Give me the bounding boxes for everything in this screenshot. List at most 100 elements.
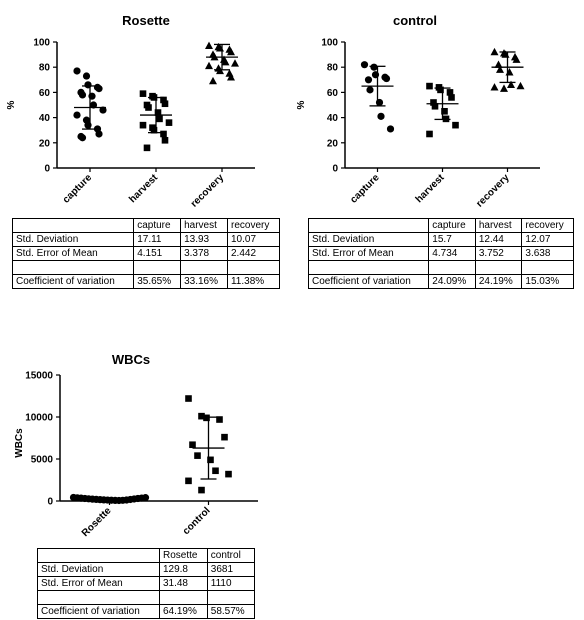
table-row xyxy=(11,260,281,275)
data-point xyxy=(360,61,369,69)
chart-title: control xyxy=(393,13,437,28)
y-tick-label: 15000 xyxy=(25,371,53,382)
rosette-chart: Rosette% 0 20 40 60 80 100 capture harvest recove… xyxy=(6,13,255,210)
table-row: Coefficient of variation 24.09% 24.19% 15.0… xyxy=(307,274,574,289)
data-point xyxy=(231,59,239,67)
row-label-cell: Coefficient of variation xyxy=(11,274,135,289)
data-point xyxy=(207,456,214,464)
data-point xyxy=(154,109,162,116)
data-point xyxy=(494,60,503,68)
row-label-cell xyxy=(11,218,135,233)
y-tick-label: 0 xyxy=(44,164,50,175)
data-point xyxy=(370,63,378,71)
data-point xyxy=(221,433,228,441)
table-header-row: capture harvest recovery xyxy=(11,218,281,233)
y-axis-label: % xyxy=(296,100,307,109)
x-tick-label: harvest xyxy=(414,172,447,205)
table-cell: 4.151 xyxy=(133,246,182,261)
chart-title: Rosette xyxy=(122,13,170,28)
table-row: Coefficient of variation 64.19% 58.57% xyxy=(37,604,256,619)
y-tick-label: 40 xyxy=(39,113,51,124)
data-point xyxy=(364,76,373,84)
table-cell: recovery xyxy=(521,218,574,233)
table-cell xyxy=(133,260,182,275)
table-cell: 24.09% xyxy=(428,274,476,289)
row-label-cell: Std. Deviation xyxy=(11,232,135,247)
data-point xyxy=(160,130,167,138)
y-tick-label: 10000 xyxy=(25,413,53,424)
row-label-cell: Std. Error of Mean xyxy=(37,576,160,591)
data-point xyxy=(189,441,196,449)
table-cell: 1110 xyxy=(206,576,256,591)
row-label-cell: Std. Error of Mean xyxy=(307,246,430,261)
row-label-cell xyxy=(37,590,160,605)
control-stats-table: capture harvest recovery Std. Deviation 15.7… xyxy=(307,218,574,289)
data-point xyxy=(225,470,232,478)
data-point xyxy=(448,94,455,101)
table-row: Std. Error of Mean 31.48 1110 xyxy=(37,576,256,591)
table-cell: 3.752 xyxy=(474,246,523,261)
table-cell: 13.93 xyxy=(180,232,228,247)
table-header-row: capture harvest recovery xyxy=(307,218,574,233)
table-row: Std. Deviation 15.7 12.44 12.07 xyxy=(307,232,574,247)
x-tick-label: recovery xyxy=(189,172,227,210)
data-point xyxy=(73,67,81,75)
data-point xyxy=(95,85,103,93)
x-tick-label: capture xyxy=(348,172,382,206)
data-point xyxy=(141,494,150,502)
data-point xyxy=(490,47,499,56)
table-cell: 3.378 xyxy=(180,246,228,261)
table-cell: 3681 xyxy=(206,562,256,577)
y-tick-label: 60 xyxy=(39,88,51,99)
y-tick-label: 5000 xyxy=(31,455,54,466)
data-point xyxy=(139,121,147,129)
table-cell: 35.65% xyxy=(133,274,182,289)
data-point xyxy=(198,412,205,420)
table-cell xyxy=(428,260,476,275)
wbcs-stats-table: Rosette control Std. Deviation 129.8 3681 Std… xyxy=(37,548,256,619)
data-point xyxy=(496,65,504,73)
table-cell: 12.07 xyxy=(521,232,574,247)
table-row: Std. Deviation 17.11 13.93 10.07 xyxy=(11,232,281,247)
table-row: Std. Error of Mean 4.151 3.378 2.442 xyxy=(11,246,281,261)
data-point xyxy=(161,100,169,108)
table-cell: 17.11 xyxy=(133,232,182,247)
table-cell: harvest xyxy=(474,218,523,233)
table-cell: 15.03% xyxy=(521,274,574,289)
data-point xyxy=(165,119,173,126)
data-point xyxy=(441,108,448,115)
data-point xyxy=(82,72,91,80)
table-cell: 31.48 xyxy=(158,576,208,591)
data-point xyxy=(500,84,508,92)
y-axis-label: WBCs xyxy=(14,428,25,458)
data-point xyxy=(505,68,514,76)
data-point xyxy=(205,61,213,70)
data-point xyxy=(507,80,515,89)
table-row: Coefficient of variation 35.65% 33.16% 11.3… xyxy=(11,274,281,289)
data-point xyxy=(452,121,459,129)
table-cell xyxy=(226,260,281,275)
table-cell: 33.16% xyxy=(180,274,228,289)
table-cell xyxy=(180,260,228,275)
table-header-row: Rosette control xyxy=(37,548,256,563)
y-tick-label: 20 xyxy=(327,138,339,149)
data-point xyxy=(78,91,87,99)
wbcs-chart: WBCs WBCs 0 5000 10000 15000 Rosette control xyxy=(14,355,258,539)
row-label-cell xyxy=(37,548,160,563)
data-point xyxy=(516,81,525,90)
row-label-cell: Coefficient of variation xyxy=(307,274,430,289)
row-label-cell: Std. Deviation xyxy=(307,232,430,247)
data-point xyxy=(227,73,235,81)
x-tick-label: recovery xyxy=(474,172,512,210)
y-tick-label: 100 xyxy=(33,38,50,49)
data-point xyxy=(221,57,230,66)
data-point xyxy=(431,102,439,110)
table-cell xyxy=(158,590,208,605)
y-tick-label: 0 xyxy=(47,497,53,508)
data-point xyxy=(161,136,169,144)
data-point xyxy=(382,74,391,83)
data-point xyxy=(150,126,158,134)
data-point xyxy=(446,89,454,96)
y-tick-label: 100 xyxy=(321,38,338,49)
data-point xyxy=(203,414,210,422)
